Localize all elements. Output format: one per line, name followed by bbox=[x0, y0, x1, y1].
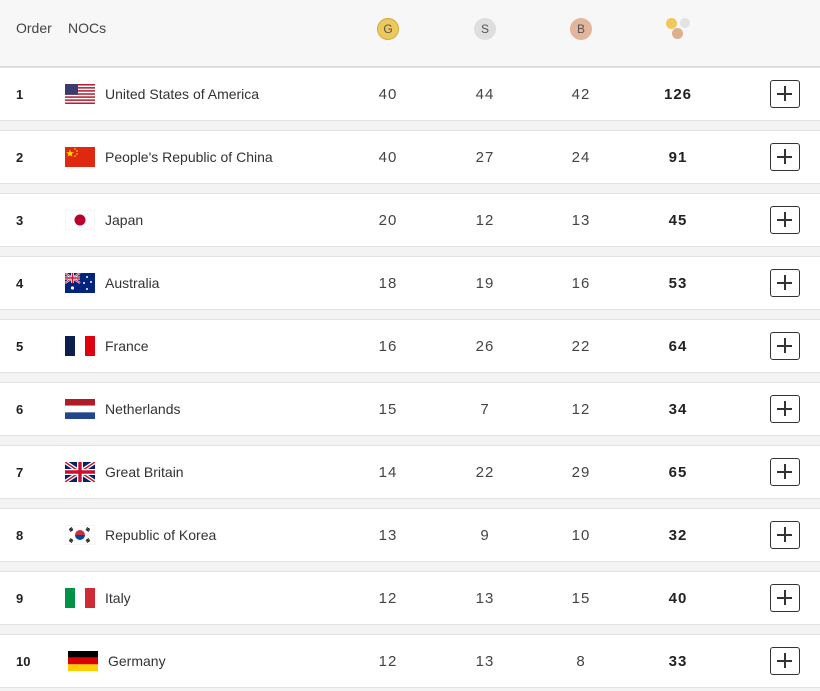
table-row: 2 People's Republic of China 40 27 24 91 bbox=[0, 130, 820, 184]
order-value: 2 bbox=[16, 150, 24, 165]
country-name[interactable]: Australia bbox=[105, 275, 160, 291]
country-name[interactable]: Japan bbox=[105, 212, 144, 228]
silver-count: 13 bbox=[475, 653, 495, 670]
gold-count: 16 bbox=[378, 338, 398, 355]
table-row: 8 Republic of Korea 13 9 10 32 bbox=[0, 508, 820, 562]
country-name[interactable]: Netherlands bbox=[105, 401, 181, 417]
country-name[interactable]: Germany bbox=[108, 653, 166, 669]
usa-flag-icon bbox=[65, 84, 95, 104]
gold-count: 40 bbox=[378, 86, 398, 103]
gold-count: 12 bbox=[378, 590, 398, 607]
japan-flag-icon bbox=[65, 210, 95, 230]
expand-row-button[interactable] bbox=[770, 521, 800, 549]
country-name[interactable]: France bbox=[105, 338, 149, 354]
country-name[interactable]: Great Britain bbox=[105, 464, 184, 480]
gold-count: 18 bbox=[378, 275, 398, 292]
total-count: 126 bbox=[663, 86, 693, 103]
total-count: 32 bbox=[668, 527, 688, 544]
germany-flag-icon bbox=[68, 651, 98, 671]
silver-medal-icon: S bbox=[474, 18, 496, 40]
bronze-count: 24 bbox=[571, 149, 591, 166]
total-count: 45 bbox=[668, 212, 688, 229]
silver-count: 44 bbox=[475, 86, 495, 103]
silver-count: 22 bbox=[475, 464, 495, 481]
gold-count: 14 bbox=[378, 464, 398, 481]
silver-count: 12 bbox=[475, 212, 495, 229]
total-count: 53 bbox=[668, 275, 688, 292]
country-name[interactable]: Republic of Korea bbox=[105, 527, 217, 543]
total-count: 40 bbox=[668, 590, 688, 607]
total-count: 65 bbox=[668, 464, 688, 481]
order-value: 8 bbox=[16, 528, 24, 543]
netherlands-flag-icon bbox=[65, 399, 95, 419]
bronze-count: 8 bbox=[576, 653, 586, 670]
silver-count: 19 bbox=[475, 275, 495, 292]
gold-count: 12 bbox=[378, 653, 398, 670]
total-medals-icon bbox=[666, 17, 694, 41]
table-row: 6 Netherlands 15 7 12 34 bbox=[0, 382, 820, 436]
table-row: 3 Japan 20 12 13 45 bbox=[0, 193, 820, 247]
silver-count: 7 bbox=[480, 401, 490, 418]
gold-count: 40 bbox=[378, 149, 398, 166]
table-row: 9 Italy 12 13 15 40 bbox=[0, 571, 820, 625]
order-value: 5 bbox=[16, 339, 24, 354]
italy-flag-icon bbox=[65, 588, 95, 608]
expand-row-button[interactable] bbox=[770, 269, 800, 297]
silver-count: 26 bbox=[475, 338, 495, 355]
gold-count: 20 bbox=[378, 212, 398, 229]
total-count: 33 bbox=[668, 653, 688, 670]
country-name[interactable]: United States of America bbox=[105, 86, 260, 102]
great-britain-flag-icon bbox=[65, 462, 95, 482]
order-value: 1 bbox=[16, 87, 24, 102]
total-count: 34 bbox=[668, 401, 688, 418]
expand-row-button[interactable] bbox=[770, 206, 800, 234]
silver-count: 27 bbox=[475, 149, 495, 166]
expand-row-button[interactable] bbox=[770, 395, 800, 423]
gold-medal-icon: G bbox=[377, 18, 399, 40]
bronze-count: 29 bbox=[571, 464, 591, 481]
order-value: 9 bbox=[16, 591, 24, 606]
bronze-count: 13 bbox=[571, 212, 591, 229]
order-value: 10 bbox=[16, 654, 31, 669]
order-value: 3 bbox=[16, 213, 24, 228]
korea-flag-icon bbox=[65, 525, 95, 545]
nocs-column-header: NOCs bbox=[68, 20, 107, 36]
country-name[interactable]: Italy bbox=[105, 590, 131, 606]
silver-count: 9 bbox=[480, 527, 490, 544]
expand-row-button[interactable] bbox=[770, 332, 800, 360]
expand-row-button[interactable] bbox=[770, 458, 800, 486]
table-row: 1 United States of America 40 44 42 126 bbox=[0, 67, 820, 121]
order-value: 6 bbox=[16, 402, 24, 417]
expand-row-button[interactable] bbox=[770, 647, 800, 675]
expand-row-button[interactable] bbox=[770, 584, 800, 612]
total-count: 91 bbox=[668, 149, 688, 166]
gold-count: 15 bbox=[378, 401, 398, 418]
expand-row-button[interactable] bbox=[770, 143, 800, 171]
bronze-count: 15 bbox=[571, 590, 591, 607]
australia-flag-icon bbox=[65, 273, 95, 293]
bronze-count: 42 bbox=[571, 86, 591, 103]
bronze-count: 22 bbox=[571, 338, 591, 355]
bronze-count: 10 bbox=[571, 527, 591, 544]
silver-count: 13 bbox=[475, 590, 495, 607]
table-row: 4 Australia 18 19 16 53 bbox=[0, 256, 820, 310]
total-count: 64 bbox=[668, 338, 688, 355]
bronze-count: 12 bbox=[571, 401, 591, 418]
table-row: 7 Great Britain 14 22 29 65 bbox=[0, 445, 820, 499]
order-value: 7 bbox=[16, 465, 24, 480]
table-row: 5 France 16 26 22 64 bbox=[0, 319, 820, 373]
table-row: 10 Germany 12 13 8 33 bbox=[0, 634, 820, 688]
table-header: Order NOCs G S B bbox=[0, 0, 820, 67]
gold-count: 13 bbox=[378, 527, 398, 544]
bronze-count: 16 bbox=[571, 275, 591, 292]
expand-row-button[interactable] bbox=[770, 80, 800, 108]
order-value: 4 bbox=[16, 276, 24, 291]
country-name[interactable]: People's Republic of China bbox=[105, 149, 273, 165]
france-flag-icon bbox=[65, 336, 95, 356]
bronze-medal-icon: B bbox=[570, 18, 592, 40]
order-column-header: Order bbox=[16, 20, 52, 36]
china-flag-icon bbox=[65, 147, 95, 167]
